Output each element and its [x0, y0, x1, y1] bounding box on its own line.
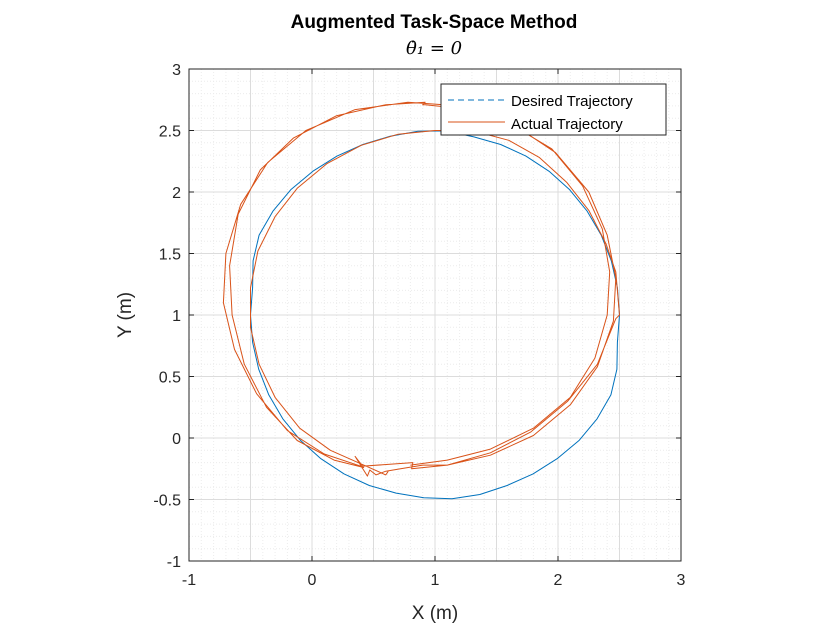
y-axis-label: Y (m): [115, 292, 136, 338]
major-grid: [189, 69, 681, 561]
y-tick-label: 2.5: [159, 124, 181, 141]
y-tick-label: 1: [172, 308, 181, 325]
plot-area: [188, 68, 682, 562]
x-tick-label: -1: [182, 572, 196, 589]
x-tick-label: 3: [677, 572, 686, 589]
y-tick-labels: -1 -0.5 0 0.5 1 1.5 2 2.5 3: [153, 62, 181, 571]
x-tick-label: 2: [554, 572, 563, 589]
x-tick-label: 0: [308, 572, 317, 589]
y-tick-label: 1.5: [159, 247, 181, 264]
y-tick-label: -0.5: [153, 493, 181, 510]
chart-subtitle: θ̇₁ = 0: [406, 38, 462, 59]
x-tick-labels: -1 0 1 2 3: [182, 572, 686, 589]
tick-marks: [188, 68, 682, 562]
legend-label-desired: Desired Trajectory: [511, 93, 633, 110]
legend: Desired Trajectory Actual Trajectory: [440, 83, 667, 136]
x-axis-label: X (m): [412, 603, 458, 624]
y-tick-label: 2: [172, 185, 181, 202]
legend-label-actual: Actual Trajectory: [511, 116, 623, 133]
y-tick-label: -1: [167, 554, 181, 571]
y-tick-label: 3: [172, 62, 181, 79]
chart-title: Augmented Task-Space Method: [291, 12, 578, 33]
y-tick-label: 0.5: [159, 370, 181, 387]
legend-box: [440, 83, 667, 136]
y-tick-label: 0: [172, 431, 181, 448]
x-tick-label: 1: [431, 572, 440, 589]
